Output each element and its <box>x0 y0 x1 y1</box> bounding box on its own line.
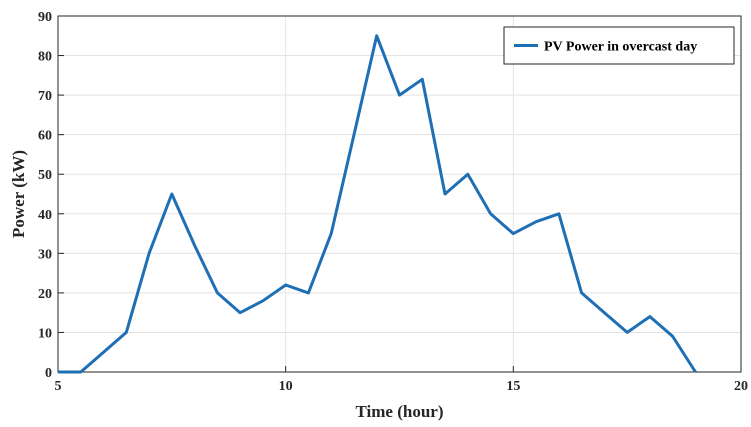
y-tick-label: 70 <box>38 89 52 104</box>
y-tick-label: 10 <box>38 326 52 341</box>
x-tick-label: 10 <box>279 379 293 394</box>
x-tick-label: 15 <box>506 379 520 394</box>
x-axis-title: Time (hour) <box>356 402 444 421</box>
y-axis-title: Power (kW) <box>9 150 28 238</box>
legend-label: PV Power in overcast day <box>544 40 697 55</box>
axis-ticks: 5 10 15 20 0 10 20 30 40 50 60 70 80 90 <box>38 10 748 394</box>
y-tick-label: 20 <box>38 287 52 302</box>
y-tick-label: 0 <box>45 366 52 381</box>
y-tick-label: 90 <box>38 10 52 25</box>
x-tick-label: 20 <box>734 379 748 394</box>
y-tick-label: 30 <box>38 247 52 262</box>
y-tick-label: 60 <box>38 129 52 144</box>
x-tick-label: 5 <box>55 379 62 394</box>
legend-box <box>503 26 735 65</box>
series-layer <box>58 34 697 374</box>
plot-area-frame <box>57 15 742 373</box>
series-line <box>58 34 697 374</box>
y-tick-label: 50 <box>38 168 52 183</box>
y-tick-label: 40 <box>38 208 52 223</box>
y-tick-label: 80 <box>38 50 52 65</box>
grid-lines <box>57 15 742 373</box>
legend: PV Power in overcast day <box>503 26 735 65</box>
